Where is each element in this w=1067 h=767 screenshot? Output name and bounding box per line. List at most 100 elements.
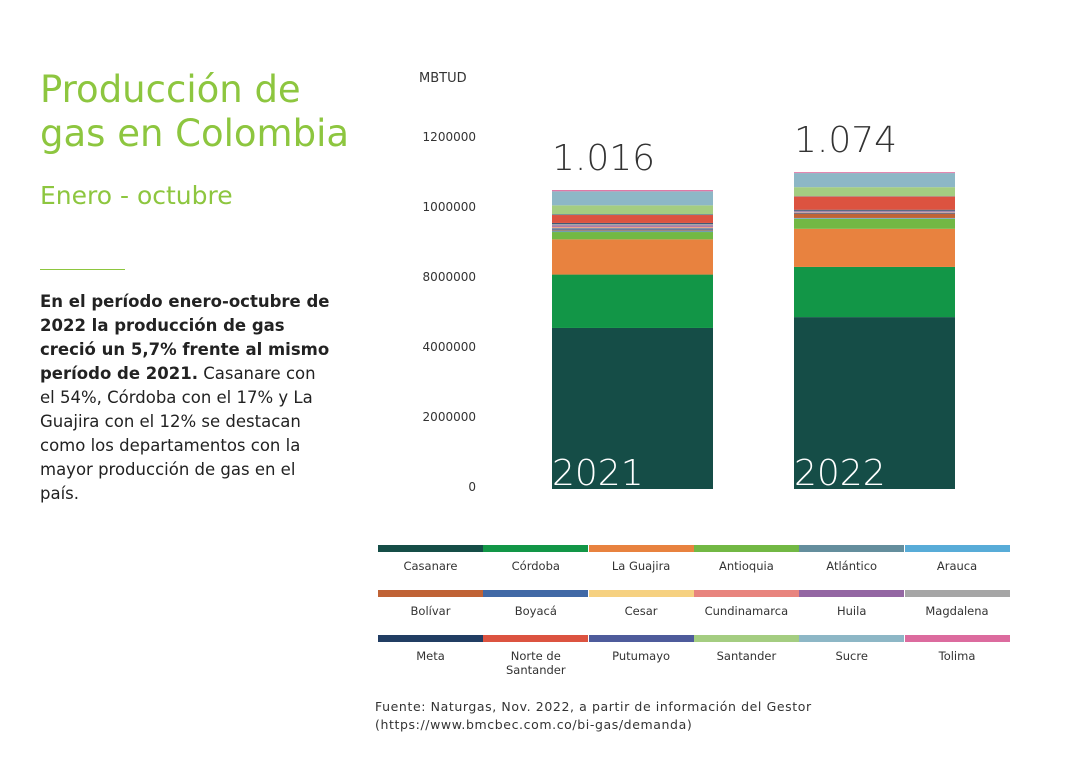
divider (40, 269, 125, 270)
legend-item: Bolívar (378, 590, 483, 618)
bar-segment-boyacá-2022 (794, 212, 955, 214)
legend-label: Atlántico (826, 559, 878, 573)
bar-segment-atlántico-2022 (794, 218, 955, 219)
bar-segment-cundinamarca-2021 (552, 226, 713, 228)
bar-segment-putumayo-2021 (552, 214, 713, 216)
bar-segment-magdalena-2021 (552, 223, 713, 226)
page-title: Producción de gas en Colombia (40, 68, 349, 156)
legend-item: Sucre (799, 635, 905, 663)
bar-segment-casanare-2021 (552, 327, 713, 489)
bar-segment-sucre-2021 (552, 191, 713, 206)
total-label: 1.074 (794, 120, 898, 162)
legend-label: Cundinamarca (704, 604, 789, 618)
legend-swatch (799, 545, 905, 552)
legend-label: Putumayo (612, 649, 671, 663)
y-tick-label: 4000000 (422, 340, 476, 354)
bar-segment-norte-de-santander-2022 (794, 196, 955, 210)
subtitle: Enero - octubre (40, 181, 233, 210)
legend-swatch (799, 590, 905, 597)
bar-segment-atlántico-2021 (552, 231, 713, 233)
legend-item: Córdoba (483, 545, 589, 573)
bar-segment-sucre-2022 (794, 173, 955, 188)
bar-segment-la-guajira-2022 (794, 228, 955, 267)
legend-swatch (588, 545, 694, 552)
bar-segment-cesar-2021 (552, 227, 713, 229)
legend-swatch (378, 545, 483, 552)
legend-item: Cesar (588, 590, 694, 618)
legend-swatch (693, 635, 799, 642)
legend-swatch (904, 590, 1010, 597)
y-tick-label: 2000000 (422, 410, 476, 424)
y-tick-label: 8000000 (422, 270, 476, 284)
bar-segment-casanare-2022 (794, 317, 955, 489)
legend-swatch (483, 590, 589, 597)
legend-label: Huila (837, 604, 867, 618)
legend-item: Norte de Santander (483, 635, 589, 677)
bar-segment-córdoba-2021 (552, 274, 713, 328)
description-bold: En el período enero-octubre de 2022 la p… (40, 292, 330, 383)
legend-item: Cundinamarca (693, 590, 799, 618)
legend-item: Tolima (904, 635, 1010, 663)
bar-segment-magdalena-2022 (794, 210, 955, 212)
legend-swatch (588, 590, 694, 597)
bar-segment-tolima-2022 (794, 172, 955, 174)
bar-segment-antioquia-2021 (552, 232, 713, 240)
legend-swatch (378, 635, 483, 642)
bar-segment-la-guajira-2021 (552, 239, 713, 275)
description-text: Casanare con el 54%, Córdoba con el 17% … (40, 364, 316, 503)
legend-swatch (904, 545, 1010, 552)
legend-item: Huila (799, 590, 905, 618)
source-line-2: (https://www.bmcbec.com.co/bi-gas/demand… (375, 717, 693, 732)
bar-segment-santander-2021 (552, 205, 713, 215)
bar-segment-santander-2022 (794, 187, 955, 197)
legend-swatch (799, 635, 905, 642)
legend-label: Sucre (835, 649, 868, 663)
bar-segment-huila-2021 (552, 225, 713, 227)
total-label: 1.016 (552, 138, 656, 180)
legend-label: Arauca (936, 559, 978, 573)
legend-label: Tolima (938, 649, 976, 663)
legend-swatch (483, 545, 589, 552)
legend-item: Meta (378, 635, 483, 663)
legend-swatch (588, 635, 694, 642)
legend-label: Santander (716, 649, 777, 663)
legend-label: Bolívar (410, 604, 451, 618)
legend-label: Antioquia (719, 559, 774, 573)
legend-swatch (904, 635, 1010, 642)
legend-item: Arauca (904, 545, 1010, 573)
legend-item: La Guajira (588, 545, 694, 573)
y-tick-label: 0 (468, 480, 476, 494)
legend-label: Magdalena (925, 604, 989, 618)
legend-item: Casanare (378, 545, 483, 573)
legend-label: Norte de Santander (506, 649, 566, 677)
description: En el período enero-octubre de 2022 la p… (40, 290, 330, 506)
legend-label: Casanare (403, 559, 458, 573)
legend-item: Putumayo (588, 635, 694, 663)
legend-label: Meta (416, 649, 445, 663)
bar-segment-tolima-2021 (552, 190, 713, 192)
legend-item: Antioquia (693, 545, 799, 573)
category-label: 2021 (552, 453, 644, 494)
bar-segment-norte-de-santander-2021 (552, 215, 713, 223)
legend-swatch (378, 590, 483, 597)
legend-swatch (693, 590, 799, 597)
category-label: 2022 (794, 453, 886, 494)
legend-swatch (693, 545, 799, 552)
y-tick-label: 1200000 (422, 130, 476, 144)
bar-segment-bolívar-2021 (552, 229, 713, 231)
legend-label: Cesar (624, 604, 658, 618)
legend-item: Atlántico (799, 545, 905, 573)
legend-item: Boyacá (483, 590, 589, 618)
bar-segment-antioquia-2022 (794, 218, 955, 229)
source-note: Fuente: Naturgas, Nov. 2022, a partir de… (375, 698, 812, 734)
y-tick-label: 1000000 (422, 200, 476, 214)
source-line-1: Fuente: Naturgas, Nov. 2022, a partir de… (375, 699, 812, 714)
bar-segment-córdoba-2022 (794, 266, 955, 318)
legend-label: Córdoba (511, 559, 560, 573)
bar-segment-bolívar-2022 (794, 213, 955, 218)
legend-swatch (483, 635, 589, 642)
bar-segment-meta-2022 (794, 209, 955, 211)
title-line-2: gas en Colombia (40, 112, 350, 155)
legend-label: Boyacá (514, 604, 557, 618)
